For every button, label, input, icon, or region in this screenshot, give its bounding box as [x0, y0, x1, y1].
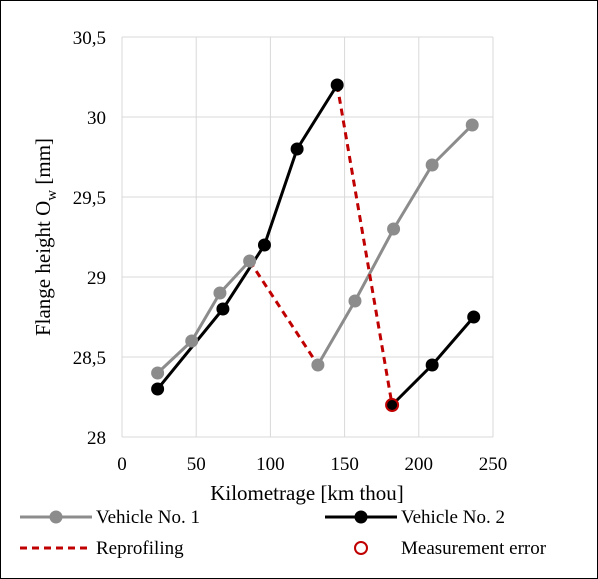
data-point — [151, 383, 164, 396]
data-point — [331, 79, 344, 92]
data-point — [348, 295, 361, 308]
data-point — [216, 303, 229, 316]
data-point — [151, 367, 164, 380]
data-point — [213, 287, 226, 300]
y-tick-label: 28,5 — [73, 348, 106, 369]
legend-marker — [355, 511, 368, 524]
data-point — [466, 119, 479, 132]
data-point — [291, 143, 304, 156]
x-tick-label: 100 — [256, 454, 285, 475]
data-point — [387, 223, 400, 236]
legend-label: Measurement error — [401, 538, 547, 559]
data-point — [311, 359, 324, 372]
x-tick-label: 150 — [330, 454, 359, 475]
x-tick-label: 50 — [187, 454, 206, 475]
data-point — [243, 255, 256, 268]
legend-label: Vehicle No. 1 — [96, 507, 200, 528]
legend-marker — [50, 511, 63, 524]
x-tick-label: 250 — [479, 454, 508, 475]
data-point — [185, 335, 198, 348]
y-axis-title-main: Flange height O — [31, 201, 55, 336]
y-tick-label: 28 — [87, 428, 106, 449]
data-point — [426, 159, 439, 172]
legend-label: Reprofiling — [96, 538, 184, 559]
data-point — [258, 239, 271, 252]
y-tick-label: 29 — [87, 268, 106, 289]
y-tick-label: 30 — [87, 108, 106, 129]
y-axis-title-sub: w — [44, 190, 60, 201]
y-tick-label: 30,5 — [73, 28, 106, 49]
x-axis-title: Kilometrage [km thou] — [210, 481, 404, 505]
y-tick-label: 29,5 — [73, 188, 106, 209]
x-tick-label: 200 — [405, 454, 434, 475]
x-tick-label: 0 — [117, 454, 127, 475]
legend-label: Vehicle No. 2 — [401, 507, 505, 528]
y-axis-title-unit: [mm] — [31, 138, 55, 190]
data-point — [467, 311, 480, 324]
data-point — [426, 359, 439, 372]
